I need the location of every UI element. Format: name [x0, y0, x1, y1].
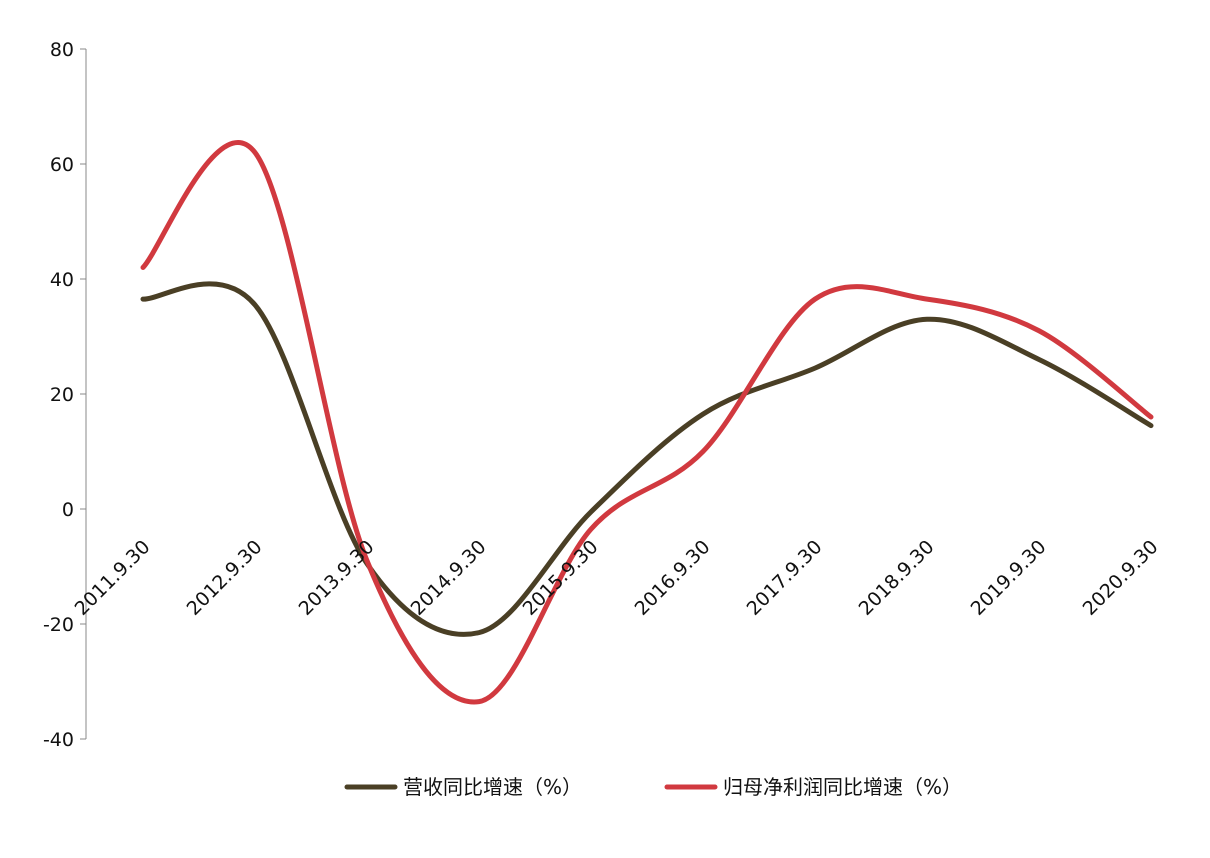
x-tick-label: 2013.9.30 — [295, 536, 379, 620]
x-tick-labels: 2011.9.30 2012.9.30 2013.9.30 2014.9.30 2015… — [71, 536, 1163, 620]
series-lines — [140, 140, 1154, 705]
legend-label-2: 归母净利润同比增速（%） — [723, 775, 962, 799]
y-tick-label: -20 — [43, 614, 74, 636]
y-tick-label: 60 — [50, 154, 74, 176]
legend-label-1: 营收同比增速（%） — [403, 775, 582, 799]
x-tick-label: 2018.9.30 — [855, 536, 939, 620]
series-line-1 — [140, 281, 1154, 637]
x-tick-label: 2019.9.30 — [967, 536, 1051, 620]
y-tick-label: 20 — [50, 384, 74, 406]
y-tick-label: 0 — [62, 499, 74, 521]
y-tick-label: 40 — [50, 269, 74, 291]
x-tick-label: 2011.9.30 — [71, 536, 155, 620]
x-tick-label: 2016.9.30 — [631, 536, 715, 620]
y-tick-label: 80 — [50, 39, 74, 61]
x-tick-label: 2014.9.30 — [407, 536, 491, 620]
x-tick-label: 2020.9.30 — [1079, 536, 1163, 620]
y-tick-label: -40 — [43, 729, 74, 751]
legend: 营收同比增速（%） 归母净利润同比增速（%） — [344, 775, 962, 799]
series-line-2 — [140, 140, 1154, 705]
axes: -40 -20 0 20 40 60 80 — [43, 39, 87, 751]
x-tick-label: 2017.9.30 — [743, 536, 827, 620]
x-tick-label: 2012.9.30 — [183, 536, 267, 620]
